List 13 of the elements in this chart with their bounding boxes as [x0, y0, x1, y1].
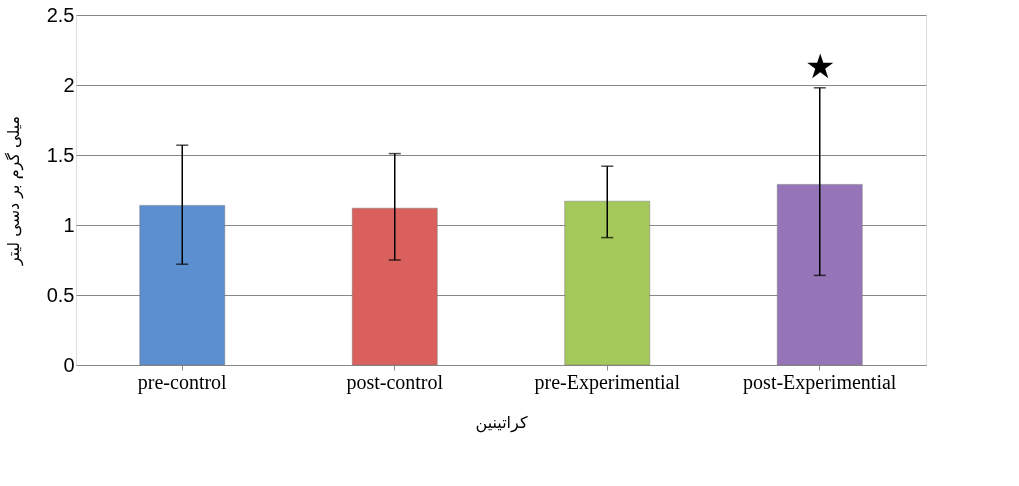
y-tick-label: 0.5: [46, 283, 75, 306]
annotation: ★: [804, 46, 835, 85]
x-tick-label: pre-control: [137, 370, 228, 394]
y-tick-label: 1.5: [46, 143, 75, 166]
x-tick-label: pre-Experimential: [534, 370, 681, 394]
y-tick-label: 2.5: [46, 3, 75, 26]
y-axis-title: میلی گرم بر دسی لیتر: [3, 115, 24, 267]
y-tick-label: 2: [63, 73, 75, 96]
x-axis-title: کراتینین: [475, 412, 528, 433]
x-tick-label: post-Experimential: [743, 370, 897, 394]
y-tick-label: 1: [63, 213, 75, 236]
x-tick-label: post-control: [346, 370, 444, 394]
y-tick-label: 0: [63, 353, 75, 376]
